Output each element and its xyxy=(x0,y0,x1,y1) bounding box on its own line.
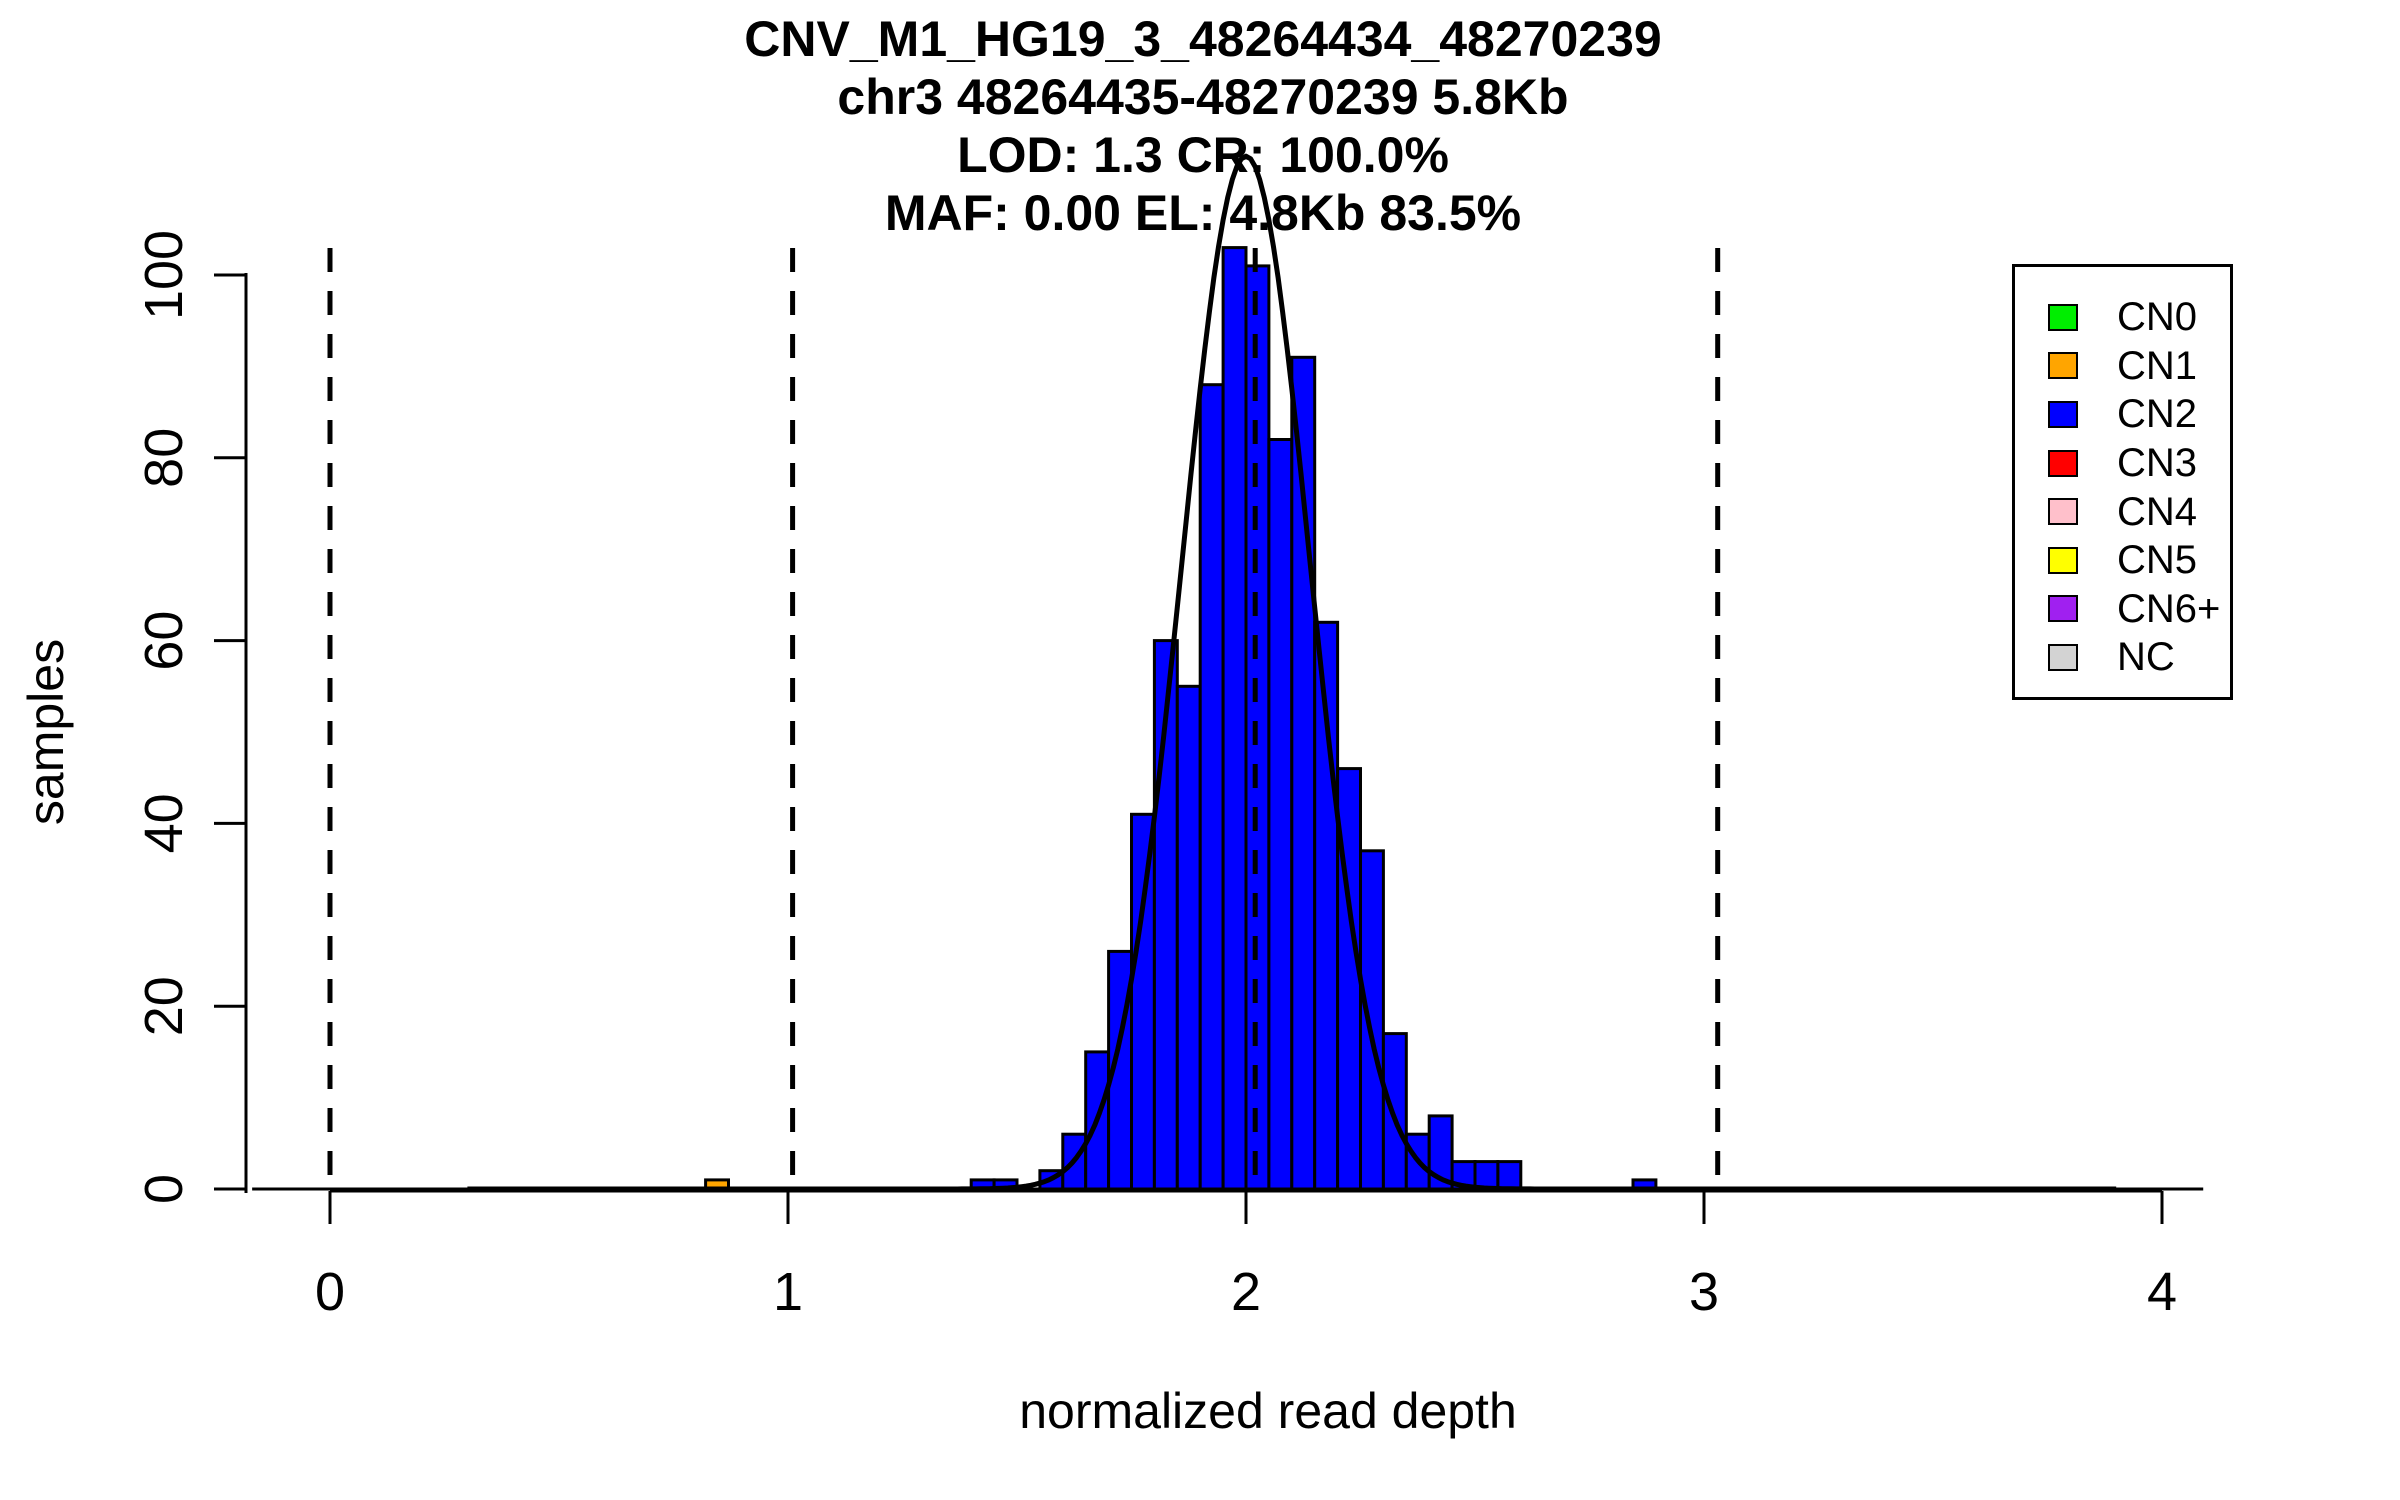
y-tick-label: 100 xyxy=(134,230,194,320)
histogram-bar xyxy=(1198,383,1225,1191)
legend-item-nc: NC xyxy=(2048,633,2230,682)
y-axis-label: samples xyxy=(18,638,74,826)
legend-box: CN0 CN1 CN2 CN3 CN4 CN5 CN6+ NC xyxy=(2012,264,2233,700)
histogram-bar xyxy=(1496,1160,1523,1191)
y-tick-label: 80 xyxy=(134,428,194,488)
histogram-bar xyxy=(1359,849,1385,1191)
legend-item-cn6plus: CN6+ xyxy=(2048,585,2230,634)
legend-swatch-icon xyxy=(2048,400,2078,428)
legend-swatch-icon xyxy=(2048,303,2078,331)
histogram-bar xyxy=(1175,684,1202,1191)
x-axis-label: normalized read depth xyxy=(1019,1383,1517,1439)
legend-item-label: CN5 xyxy=(2117,538,2198,583)
x-tick-label: 1 xyxy=(773,1262,803,1322)
legend-item-label: CN2 xyxy=(2117,392,2198,437)
legend-item-cn0: CN0 xyxy=(2048,293,2230,342)
y-tick-label: 0 xyxy=(134,1174,194,1204)
legend-item-cn5: CN5 xyxy=(2048,536,2230,585)
x-tick-label: 2 xyxy=(1231,1262,1261,1322)
legend-swatch-icon xyxy=(2048,498,2078,526)
legend-swatch-icon xyxy=(2048,352,2078,380)
legend-item-label: CN1 xyxy=(2117,343,2198,388)
legend-item-cn1: CN1 xyxy=(2048,342,2230,391)
title-line-3: LOD: 1.3 CR: 100.0% xyxy=(957,127,1449,183)
legend-item-label: CN0 xyxy=(2117,295,2198,340)
histogram-bar xyxy=(1267,438,1294,1191)
legend-swatch-icon xyxy=(2048,643,2078,671)
histogram-bar xyxy=(1473,1160,1500,1191)
y-tick-label: 20 xyxy=(134,976,194,1036)
legend-item-cn3: CN3 xyxy=(2048,439,2230,488)
histogram-bar xyxy=(1130,812,1156,1191)
title-line-4: MAF: 0.00 EL: 4.8Kb 83.5% xyxy=(884,185,1522,241)
legend-item-label: CN3 xyxy=(2117,441,2198,486)
x-tick-label: 4 xyxy=(2147,1262,2177,1322)
legend-item-label: CN6+ xyxy=(2117,586,2221,631)
legend-swatch-icon xyxy=(2048,546,2078,574)
y-tick-label: 60 xyxy=(134,611,194,671)
x-tick-label: 3 xyxy=(1689,1262,1719,1322)
histogram-bar xyxy=(1381,1032,1408,1191)
legend-item-label: NC xyxy=(2117,635,2175,680)
x-tick-label: 0 xyxy=(315,1262,345,1322)
histogram-bar xyxy=(1221,246,1248,1191)
legend-item-cn2: CN2 xyxy=(2048,390,2230,439)
title-line-2: chr3 48264435-48270239 5.8Kb xyxy=(837,69,1569,125)
y-tick-label: 40 xyxy=(134,793,194,853)
legend-item-label: CN4 xyxy=(2117,489,2198,534)
title-line-1: CNV_M1_HG19_3_48264434_48270239 xyxy=(744,11,1662,67)
legend-swatch-icon xyxy=(2048,449,2078,477)
fit-curve xyxy=(467,153,2117,1192)
legend-item-cn4: CN4 xyxy=(2048,487,2230,536)
legend-swatch-icon xyxy=(2048,595,2078,623)
plot-title: CNV_M1_HG19_3_48264434_48270239 chr3 4826… xyxy=(744,10,1661,242)
